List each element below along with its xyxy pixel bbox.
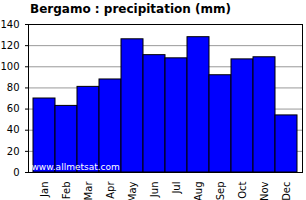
svg-text:Feb: Feb (61, 182, 72, 200)
svg-text:20: 20 (7, 146, 20, 157)
svg-text:Sep: Sep (215, 182, 226, 200)
svg-text:80: 80 (7, 82, 20, 93)
svg-text:Jun: Jun (149, 182, 160, 199)
svg-text:Oct: Oct (237, 181, 248, 198)
svg-text:Jan: Jan (39, 182, 50, 198)
svg-text:140: 140 (0, 19, 19, 30)
svg-text:Jul: Jul (171, 182, 182, 195)
svg-text:60: 60 (7, 103, 20, 114)
svg-text:0: 0 (13, 167, 19, 178)
svg-text:Nov: Nov (259, 181, 270, 200)
svg-text:Mar: Mar (83, 181, 94, 200)
svg-text:100: 100 (0, 61, 19, 72)
svg-text:Apr: Apr (105, 181, 116, 199)
svg-text:Dec: Dec (281, 182, 292, 200)
svg-text:www.allmetsat.com: www.allmetsat.com (32, 162, 120, 172)
svg-text:120: 120 (0, 40, 19, 51)
html-text:Bergamo : precipitation (mm): Bergamo : precipitation (mm) (30, 2, 231, 16)
svg-text:May: May (127, 181, 138, 200)
svg-text:40: 40 (7, 124, 20, 135)
svg-text:Aug: Aug (193, 182, 204, 200)
